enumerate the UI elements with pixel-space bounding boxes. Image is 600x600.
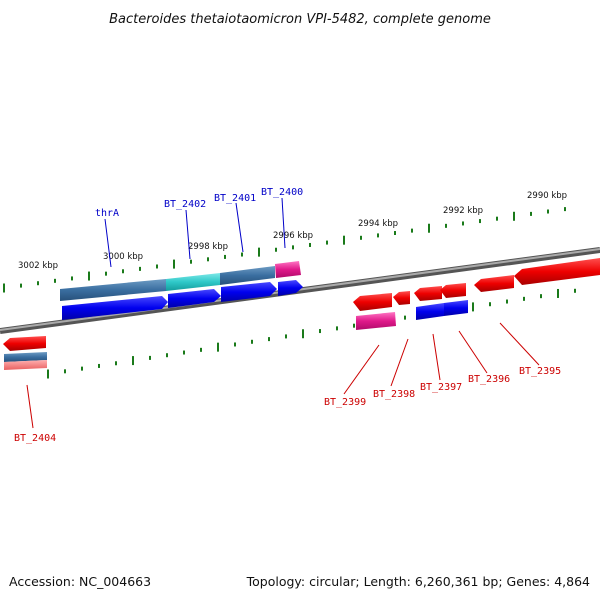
gene-label-bt2400[interactable]: BT_2400 bbox=[261, 187, 303, 198]
scale-ticks-bottom bbox=[47, 288, 576, 379]
accession-text: Accession: NC_004663 bbox=[9, 574, 152, 589]
gene-arrow-bt2396[interactable] bbox=[440, 283, 466, 298]
gene-arrow-bt2404[interactable] bbox=[3, 336, 46, 351]
gene-label-bt2401[interactable]: BT_2401 bbox=[214, 193, 256, 204]
gene-arrow-bt2402[interactable] bbox=[168, 289, 221, 308]
gene-arrow-bt2400[interactable] bbox=[278, 280, 303, 296]
scale-label: 3002 kbp bbox=[18, 261, 58, 271]
scale-label: 2990 kbp bbox=[527, 191, 567, 201]
cds-bar-bt2396[interactable] bbox=[444, 300, 468, 316]
forward-gene-arrows bbox=[62, 280, 303, 320]
top-gene-labels: thrA BT_2402 BT_2401 BT_2400 bbox=[95, 187, 303, 219]
cds-bar-bt2402[interactable] bbox=[166, 273, 220, 291]
forward-cds-bars bbox=[60, 261, 301, 301]
cds-bar-bt2404-bottom[interactable] bbox=[4, 360, 47, 370]
reverse-gene-arrows bbox=[3, 258, 600, 351]
gene-label-bt2395[interactable]: BT_2395 bbox=[519, 366, 561, 377]
gene-arrow-bt2397[interactable] bbox=[414, 286, 442, 301]
gene-label-bt2397[interactable]: BT_2397 bbox=[420, 382, 462, 393]
gene-arrow-thrA[interactable] bbox=[62, 296, 168, 320]
gene-arrow-bt2398[interactable] bbox=[393, 291, 410, 305]
scale-label: 2994 kbp bbox=[358, 219, 398, 229]
topology-text: Topology: circular; Length: 6,260,361 bp… bbox=[246, 574, 590, 589]
gene-label-bt2402[interactable]: BT_2402 bbox=[164, 199, 206, 210]
reverse-cds-bars bbox=[4, 300, 468, 370]
gene-arrow-bt2395b[interactable] bbox=[514, 258, 600, 285]
cds-bar-bt2401[interactable] bbox=[220, 266, 275, 285]
cds-bar-bt2404-top[interactable] bbox=[4, 352, 47, 362]
gene-label-bt2396[interactable]: BT_2396 bbox=[468, 374, 510, 385]
bottom-label-leaders bbox=[26, 322, 540, 429]
bottom-gene-labels: BT_2404 BT_2399 BT_2398 BT_2397 BT_2396 … bbox=[14, 366, 561, 444]
scale-label: 2998 kbp bbox=[188, 242, 228, 252]
cds-bar-bt2400[interactable] bbox=[275, 261, 301, 278]
gene-arrow-bt2395a[interactable] bbox=[474, 275, 514, 292]
scale-label: 2996 kbp bbox=[273, 231, 313, 241]
gene-label-bt2404[interactable]: BT_2404 bbox=[14, 433, 56, 444]
gene-label-bt2399[interactable]: BT_2399 bbox=[324, 397, 366, 408]
cds-bar-thrA[interactable] bbox=[60, 279, 166, 301]
gene-arrow-bt2401[interactable] bbox=[221, 282, 277, 302]
gene-arrow-bt2399[interactable] bbox=[353, 293, 392, 311]
scale-label: 3000 kbp bbox=[103, 252, 143, 262]
gene-label-thrA[interactable]: thrA bbox=[95, 208, 119, 219]
scale-label: 2992 kbp bbox=[443, 206, 483, 216]
map-title: Bacteroides thetaiotaomicron VPI-5482, c… bbox=[109, 12, 491, 27]
cds-bar-bt2399[interactable] bbox=[356, 312, 396, 330]
scale-labels: 3002 kbp 3000 kbp 2998 kbp 2996 kbp 2994… bbox=[18, 191, 567, 271]
scale-ticks-top bbox=[3, 207, 566, 293]
gene-label-bt2398[interactable]: BT_2398 bbox=[373, 389, 415, 400]
cds-bar-bt2397[interactable] bbox=[416, 303, 444, 320]
top-label-leaders bbox=[104, 197, 286, 268]
